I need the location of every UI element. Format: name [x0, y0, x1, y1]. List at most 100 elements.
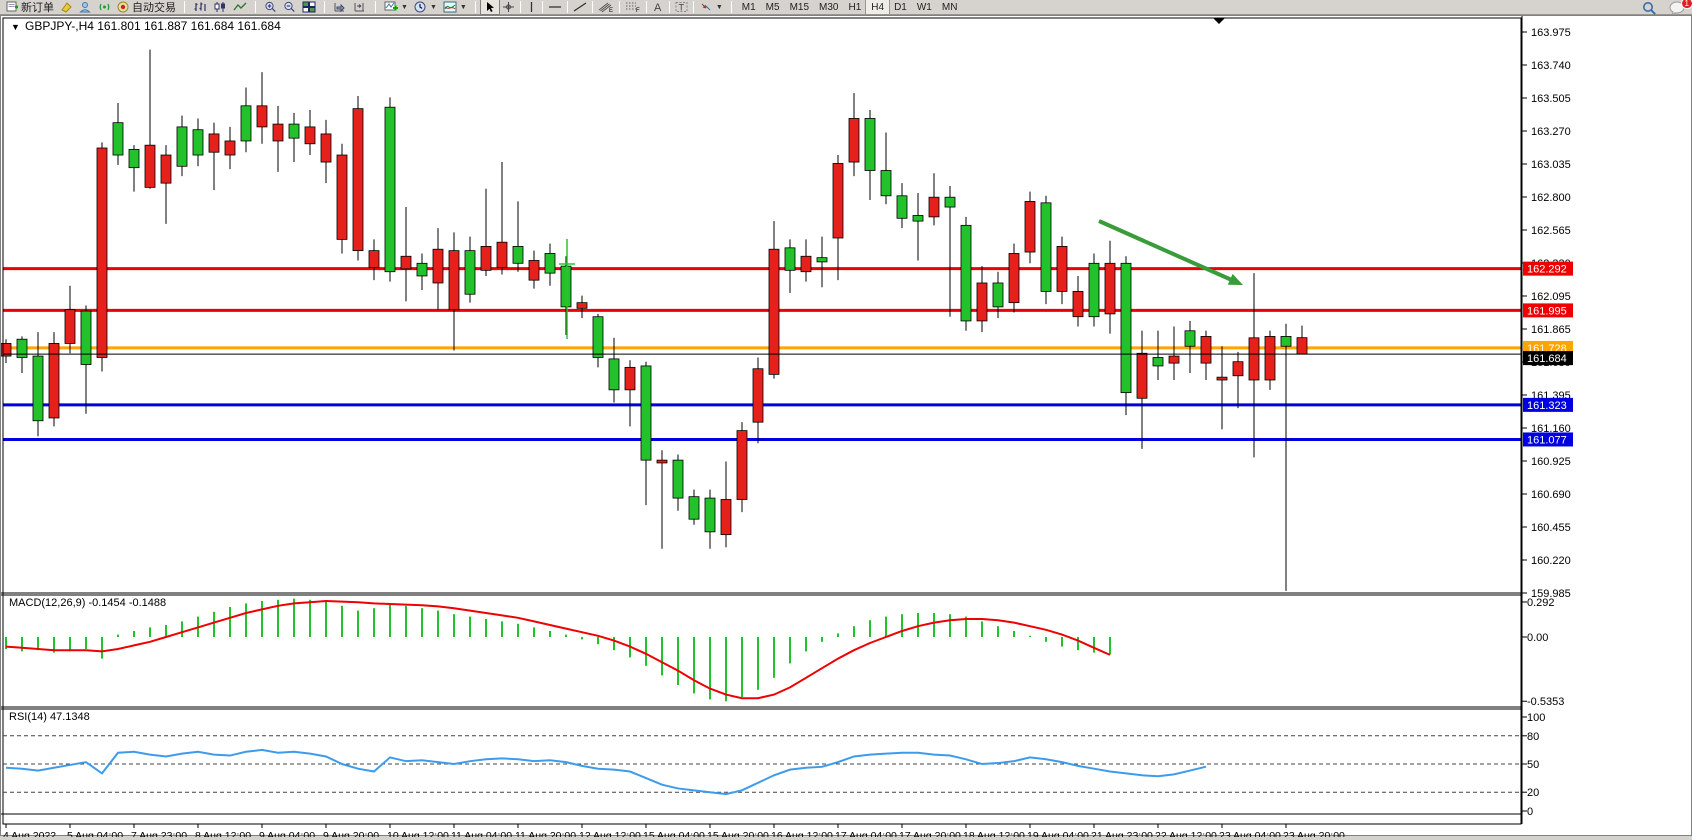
candle-body [832, 163, 844, 239]
timeframe-MN[interactable]: MN [941, 1, 958, 13]
horizontal-line-button[interactable] [545, 0, 565, 14]
new-order-button[interactable]: 新订单 [3, 0, 57, 14]
arrows-icon [701, 3, 711, 11]
chart-canvas[interactable]: 163.975 163.740 163.505 163.270 163.035 162.8… [1, 16, 1692, 837]
text-button[interactable]: A [649, 0, 667, 14]
chart-shift-button[interactable] [350, 0, 370, 14]
timeframe-M1[interactable]: M1 [741, 1, 756, 13]
price-tick-label: 162.800 [1531, 192, 1571, 204]
profile-button[interactable] [76, 0, 95, 14]
zoom-out-button[interactable] [280, 0, 299, 14]
svg-text:E: E [609, 8, 613, 13]
date-label: 21 Aug 23:00 [1091, 830, 1153, 837]
trendline-button[interactable] [570, 0, 590, 14]
new-order-label: 新订单 [21, 2, 54, 14]
hline-badge-label: 161.995 [1527, 305, 1567, 317]
tile-windows-button[interactable] [299, 0, 319, 14]
trend-arrow [1098, 219, 1237, 284]
date-label: 23 Aug 04:00 [1219, 830, 1281, 837]
styler-icon [61, 2, 72, 13]
vertical-line-button[interactable] [523, 0, 540, 14]
candle-body [304, 126, 316, 145]
timeframe-H4[interactable]: H4 [865, 0, 891, 15]
crosshair-button[interactable] [499, 0, 518, 14]
hline-badge-label: 162.292 [1527, 264, 1567, 276]
crosshair-icon [502, 2, 514, 12]
autoscroll-icon [334, 3, 345, 13]
timeframe-D1[interactable]: D1 [894, 1, 907, 13]
toolbar-separator [730, 1, 732, 13]
signal-button[interactable] [95, 0, 114, 14]
indicators-button[interactable]: ▼ [381, 0, 411, 14]
candle-body [368, 250, 380, 268]
hline-badge [1523, 303, 1573, 318]
periods-button[interactable]: ▼ [411, 0, 440, 14]
candle-body [688, 496, 700, 520]
autotrade-button[interactable]: 自动交易 [114, 0, 179, 14]
fibonacci-button[interactable]: F [622, 0, 644, 14]
search-button[interactable] [1639, 1, 1660, 15]
zoom-in-button[interactable] [261, 0, 280, 14]
rsi-scale-label: 100 [1527, 712, 1545, 724]
timeframe-M5[interactable]: M5 [765, 1, 780, 13]
current-price-badge-label: 161.684 [1527, 353, 1567, 365]
candle-body [416, 262, 428, 277]
autotrade-label: 自动交易 [132, 2, 176, 14]
timeframe-M15[interactable]: M15 [789, 1, 810, 13]
toolbar-separator [541, 1, 543, 13]
dropdown-arrow-icon: ▼ [715, 3, 723, 11]
candle-body [1056, 246, 1068, 292]
candle-body [496, 241, 508, 268]
styler-button[interactable] [57, 0, 76, 14]
hline-badge [1523, 261, 1573, 276]
candle-body [352, 108, 364, 252]
candle-chart-button[interactable] [210, 0, 230, 14]
channel-icon: E [598, 2, 613, 13]
candle-body [192, 129, 204, 156]
candle-body [624, 366, 636, 391]
bar-chart-button[interactable] [190, 0, 210, 14]
macd-label: MACD(12,26,9) -0.1454 -0.1488 [9, 597, 166, 609]
profile-icon [79, 2, 91, 13]
price-tick-label: 163.975 [1531, 27, 1571, 39]
bar-marker-triangle [1213, 18, 1225, 24]
line-chart-button[interactable] [230, 0, 250, 14]
candle-body [464, 250, 476, 295]
timeframe-M30[interactable]: M30 [819, 1, 839, 13]
chart-window[interactable]: 163.975 163.740 163.505 163.270 163.035 162.8… [0, 15, 1692, 837]
candle-body [928, 196, 940, 218]
candle-body [752, 368, 764, 423]
notifications-button[interactable]: 1 [1666, 0, 1692, 15]
rsi-label: RSI(14) 47.1348 [9, 711, 90, 723]
price-tick-label: 163.035 [1531, 159, 1571, 171]
date-label: 19 Aug 04:00 [1027, 830, 1089, 837]
svg-text:A: A [654, 2, 662, 13]
arrows-button[interactable]: ▼ [696, 0, 726, 14]
candle-body [912, 215, 924, 222]
candle-body [784, 247, 796, 271]
price-tick-label: 160.690 [1531, 489, 1571, 501]
candle-body [1040, 202, 1052, 292]
timeframe-H1[interactable]: H1 [848, 1, 862, 13]
text-label-button[interactable]: T [672, 0, 691, 14]
chart-menu-icon[interactable]: ▼ [11, 22, 20, 32]
hline-badge [1523, 397, 1573, 412]
candle-body [768, 248, 780, 375]
candle-body [176, 126, 188, 167]
main-toolbar: 新订单 自动交易 ▼ ▼ ▼ [0, 0, 1692, 15]
zoom-in-icon [265, 1, 276, 13]
candle-body [288, 123, 300, 139]
candle-body [528, 260, 540, 281]
toolbar-separator [375, 1, 376, 13]
autoscroll-button[interactable] [330, 0, 350, 14]
cursor-button[interactable] [479, 0, 500, 15]
channel-button[interactable]: E [595, 0, 617, 14]
candle-body [256, 105, 268, 128]
periods-clock-icon [414, 1, 426, 13]
timeframe-W1[interactable]: W1 [916, 1, 932, 13]
templates-button[interactable]: ▼ [440, 0, 470, 14]
svg-text:F: F [636, 8, 640, 13]
candle-body [96, 147, 108, 358]
candle-body [880, 170, 892, 197]
search-icon [1643, 1, 1656, 15]
